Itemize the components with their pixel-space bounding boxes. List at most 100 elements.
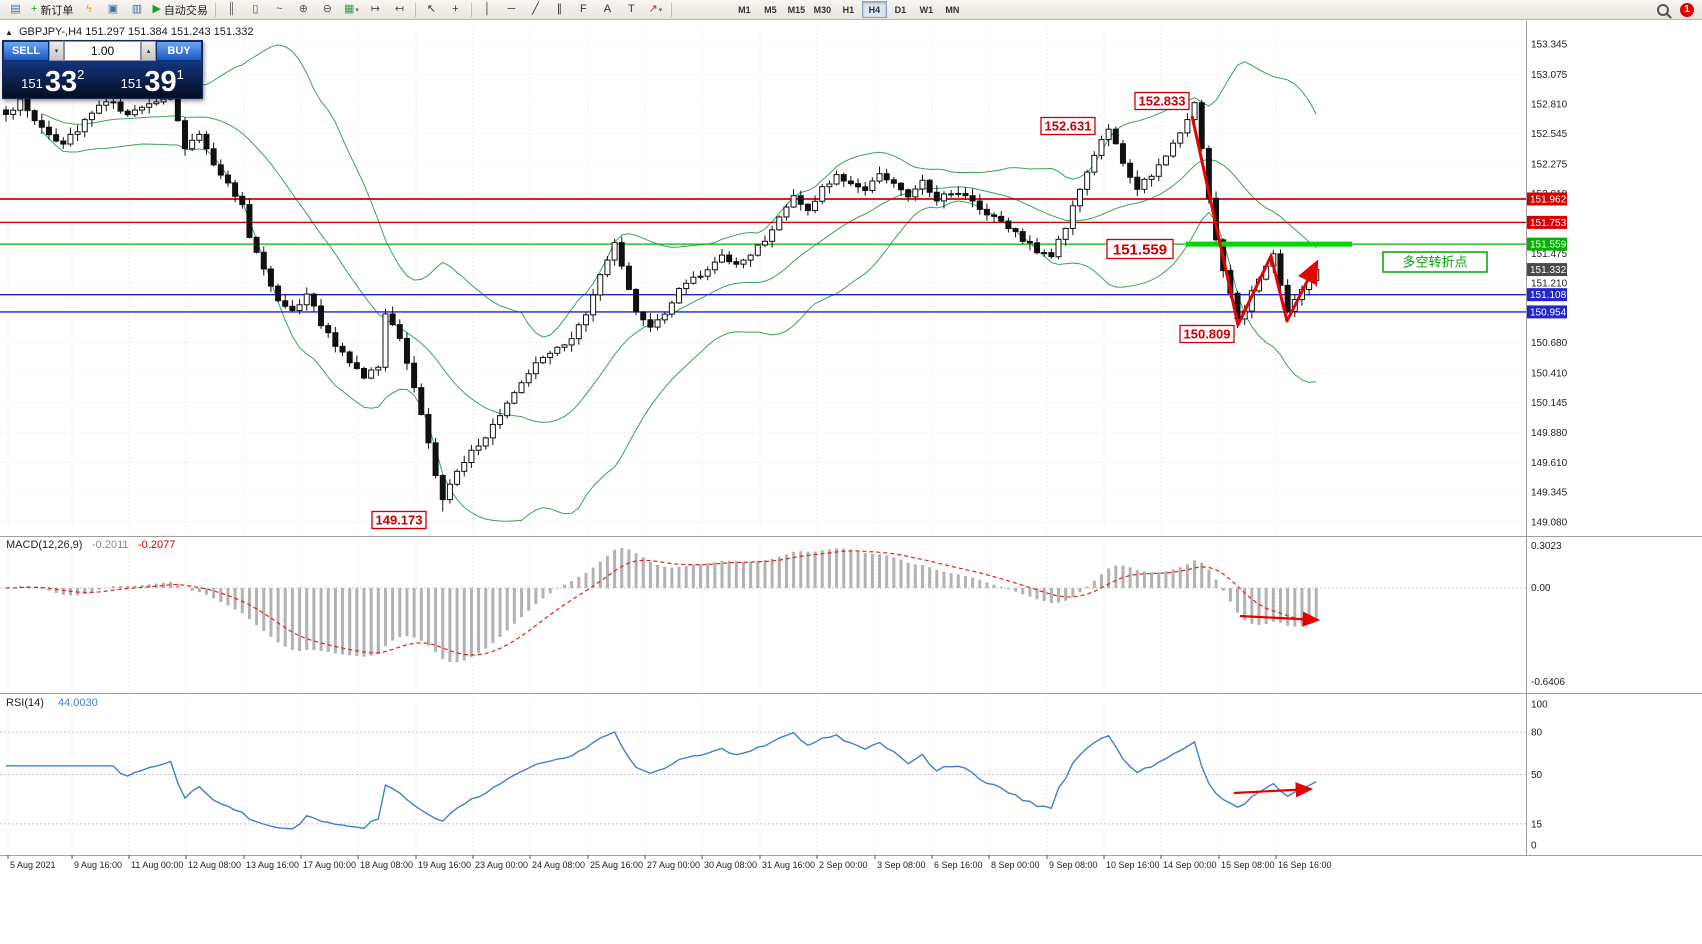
horizontal-line-button[interactable]: ─ — [500, 0, 523, 19]
cursor-icon: ↖ — [426, 3, 437, 15]
chevron-down-icon: ▾ — [658, 6, 663, 14]
svg-text:25 Aug 16:00: 25 Aug 16:00 — [590, 860, 643, 870]
svg-text:15: 15 — [1531, 819, 1543, 830]
sell-price[interactable]: 151 33 2 — [3, 61, 103, 98]
lightning-icon-icon: ϟ — [86, 3, 92, 15]
channel-button[interactable]: ∥ — [548, 0, 571, 19]
profiles-button[interactable]: ▥ — [125, 0, 148, 19]
lightning-icon[interactable]: ϟ — [77, 0, 100, 19]
svg-text:17 Aug 00:00: 17 Aug 00:00 — [303, 860, 356, 870]
timeframe-mn-button[interactable]: MN — [945, 4, 960, 15]
svg-text:15 Sep 08:00: 15 Sep 08:00 — [1221, 860, 1275, 870]
auto-trading-button[interactable]: ▶ 自动交易 — [149, 0, 210, 19]
toolbar-separator — [214, 2, 216, 17]
svg-text:18 Aug 08:00: 18 Aug 08:00 — [360, 860, 413, 870]
svg-text:RSI(14): RSI(14) — [6, 697, 44, 709]
panel-frame — [0, 21, 1702, 856]
timeframe-m15-button[interactable]: M15 — [787, 4, 806, 15]
svg-text:149.345: 149.345 — [1531, 488, 1568, 499]
svg-text:150.410: 150.410 — [1531, 368, 1568, 379]
svg-text:150.145: 150.145 — [1531, 398, 1568, 409]
volume-up-button[interactable]: ▴ — [141, 41, 156, 61]
new-order-icon: + — [31, 3, 38, 15]
vertical-line-button[interactable]: │ — [476, 0, 499, 19]
timeframe-h4-button[interactable]: H4 — [861, 1, 887, 18]
chart-shift-button[interactable]: ↤ — [388, 0, 411, 19]
chart-info-line: ▲ GBPJPY-,H4 151.297 151.384 151.243 151… — [5, 26, 253, 38]
timeframe-h1-button[interactable]: H1 — [842, 4, 855, 15]
horizontal-line-icon: ─ — [507, 3, 516, 15]
svg-text:14 Sep 00:00: 14 Sep 00:00 — [1163, 860, 1217, 870]
zoom-out-button[interactable]: ⊖ — [316, 0, 339, 19]
new-order-button-label: 新订单 — [40, 4, 74, 17]
auto-trading-button-label: 自动交易 — [163, 4, 208, 17]
price-trend-arrow[interactable] — [1190, 115, 1319, 327]
tile-windows-button[interactable]: ▦ ▾ — [340, 0, 363, 19]
label-button[interactable]: T — [620, 0, 643, 19]
timeframe-w1-button[interactable]: W1 — [919, 4, 934, 15]
zoom-in-button[interactable]: ⊕ — [292, 0, 315, 19]
charts-icon[interactable]: ▤ — [4, 0, 27, 19]
trendline-button[interactable]: ╱ — [524, 0, 547, 19]
svg-text:50: 50 — [1531, 770, 1543, 781]
svg-text:100: 100 — [1531, 700, 1548, 711]
search-icon[interactable] — [1657, 3, 1669, 16]
text-icon: A — [603, 3, 612, 15]
arrows-button[interactable]: ↗ ▾ — [644, 0, 667, 19]
svg-text:149.173: 149.173 — [376, 513, 423, 528]
svg-text:0.3023: 0.3023 — [1531, 541, 1562, 552]
line-chart-icon: ~ — [276, 3, 283, 15]
svg-text:23 Aug 00:00: 23 Aug 00:00 — [475, 860, 528, 870]
rsi-trend-arrow[interactable] — [1233, 782, 1314, 798]
text-button[interactable]: A — [596, 0, 619, 19]
svg-text:-0.2077: -0.2077 — [138, 539, 175, 551]
timeframe-m30-button[interactable]: M30 — [813, 4, 832, 15]
fibonacci-button[interactable]: F — [572, 0, 595, 19]
volume-field[interactable]: 1.00 — [64, 41, 141, 61]
crosshair-button[interactable]: + — [444, 0, 467, 19]
trendline-icon: ╱ — [532, 3, 539, 15]
timeframe-d1-button[interactable]: D1 — [894, 4, 907, 15]
label-icon: T — [628, 3, 635, 15]
one-click-trade-panel: SELL ▾ 1.00 ▴ BUY 151 33 2 151 39 1 — [2, 40, 203, 99]
candle-chart-icon: ▯ — [252, 3, 259, 15]
candle-chart-button[interactable]: ▯ — [244, 0, 267, 19]
svg-text:9 Sep 08:00: 9 Sep 08:00 — [1049, 860, 1098, 870]
buy-button[interactable]: BUY — [156, 41, 202, 61]
sell-price-sup: 2 — [77, 67, 85, 82]
chevron-down-icon: ▾ — [355, 6, 359, 14]
new-order-button[interactable]: + 新订单 — [28, 0, 76, 19]
sell-button[interactable]: SELL — [3, 41, 49, 61]
trade-panel-prices: 151 33 2 151 39 1 — [3, 61, 202, 98]
svg-text:8 Sep 00:00: 8 Sep 00:00 — [991, 860, 1040, 870]
new-chart-icon: ▣ — [107, 3, 119, 15]
svg-text:152.631: 152.631 — [1045, 119, 1092, 134]
bollinger-middle — [41, 113, 1317, 423]
sell-price-prefix: 151 — [21, 76, 43, 91]
bar-chart-button[interactable]: ║ — [220, 0, 243, 19]
new-chart-button[interactable]: ▣ — [101, 0, 124, 19]
svg-text:11 Aug 00:00: 11 Aug 00:00 — [131, 860, 183, 870]
arrows-icon: ↗ — [648, 3, 658, 15]
note-box: 多空转折点 — [1382, 251, 1488, 273]
svg-text:80: 80 — [1531, 728, 1543, 739]
volume-down-button[interactable]: ▾ — [49, 41, 64, 61]
svg-text:151.475: 151.475 — [1531, 249, 1568, 260]
cursor-button[interactable]: ↖ — [420, 0, 443, 19]
macd-trend-arrow[interactable] — [1239, 611, 1321, 627]
auto-scroll-icon: ↦ — [370, 3, 381, 15]
notification-badge[interactable]: 1 — [1680, 2, 1694, 17]
timeframe-m5-button[interactable]: M5 — [764, 4, 777, 15]
svg-text:6 Sep 16:00: 6 Sep 16:00 — [934, 860, 983, 870]
auto-trading-icon: ▶ — [152, 3, 161, 15]
svg-text:150.680: 150.680 — [1531, 338, 1568, 349]
timeframe-m1-button[interactable]: M1 — [738, 4, 751, 15]
bollinger-lower — [41, 131, 1317, 522]
line-chart-button[interactable]: ~ — [268, 0, 291, 19]
svg-text:152.810: 152.810 — [1531, 99, 1568, 110]
auto-scroll-button[interactable]: ↦ — [364, 0, 387, 19]
buy-price[interactable]: 151 39 1 — [103, 61, 203, 98]
svg-text:24 Aug 08:00: 24 Aug 08:00 — [532, 860, 585, 870]
